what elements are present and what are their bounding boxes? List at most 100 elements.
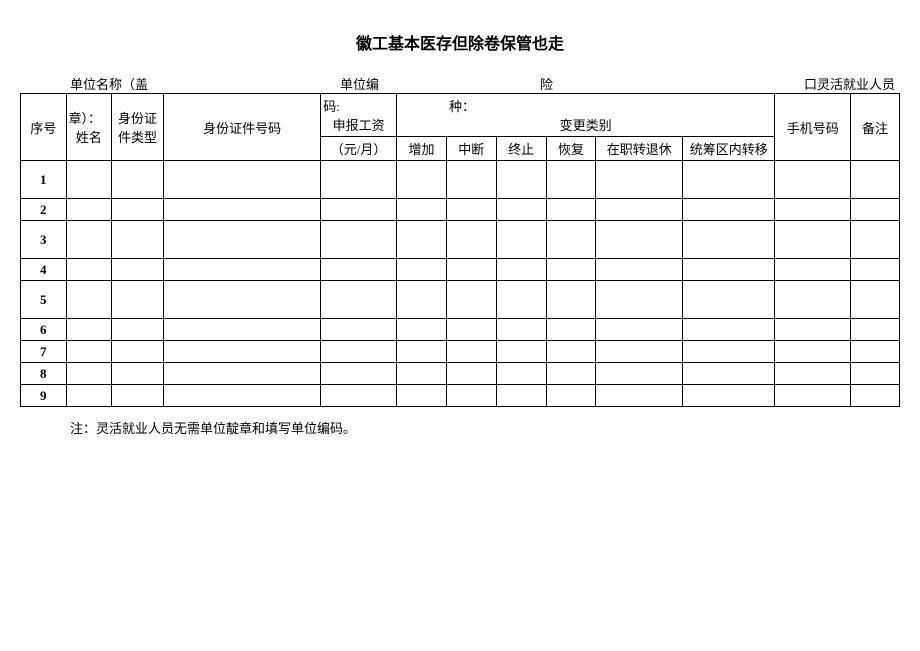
table-row: 6 bbox=[21, 319, 900, 341]
row-number: 5 bbox=[21, 281, 67, 319]
table-cell bbox=[496, 385, 546, 407]
table-cell bbox=[446, 385, 496, 407]
table-cell bbox=[851, 341, 900, 363]
table-cell bbox=[775, 199, 851, 221]
row-number: 2 bbox=[21, 199, 67, 221]
table-cell bbox=[321, 385, 397, 407]
table-cell bbox=[546, 363, 596, 385]
table-cell bbox=[775, 281, 851, 319]
table-cell bbox=[321, 259, 397, 281]
table-cell bbox=[596, 363, 683, 385]
table-cell bbox=[851, 363, 900, 385]
insurance-label: 险 bbox=[540, 74, 745, 93]
table-cell bbox=[446, 199, 496, 221]
row-number: 1 bbox=[21, 161, 67, 199]
table-cell bbox=[683, 221, 775, 259]
table-cell bbox=[683, 259, 775, 281]
table-cell bbox=[446, 319, 496, 341]
table-cell bbox=[496, 341, 546, 363]
th-restore: 恢复 bbox=[546, 137, 596, 161]
table-cell bbox=[596, 385, 683, 407]
table-cell bbox=[683, 199, 775, 221]
table-cell bbox=[775, 319, 851, 341]
row-number: 6 bbox=[21, 319, 67, 341]
table-cell bbox=[112, 319, 164, 341]
table-row: 7 bbox=[21, 341, 900, 363]
row-number: 7 bbox=[21, 341, 67, 363]
table-cell bbox=[66, 221, 112, 259]
table-cell bbox=[66, 199, 112, 221]
table-cell bbox=[496, 363, 546, 385]
table-cell bbox=[321, 341, 397, 363]
table-cell bbox=[546, 199, 596, 221]
table-cell bbox=[66, 161, 112, 199]
table-cell bbox=[164, 199, 321, 221]
table-cell bbox=[164, 341, 321, 363]
table-cell bbox=[397, 341, 447, 363]
table-cell bbox=[496, 221, 546, 259]
th-idtype: 身份证件类型 bbox=[112, 94, 164, 161]
table-cell bbox=[66, 385, 112, 407]
table-cell bbox=[66, 363, 112, 385]
table-cell bbox=[851, 385, 900, 407]
table-cell bbox=[112, 281, 164, 319]
table-cell bbox=[66, 259, 112, 281]
table-cell bbox=[446, 161, 496, 199]
row-number: 3 bbox=[21, 221, 67, 259]
table-cell bbox=[66, 341, 112, 363]
table-cell bbox=[446, 221, 496, 259]
footer-note: 注：灵活就业人员无需单位靛章和填写单位编码。 bbox=[70, 419, 420, 440]
table-cell bbox=[775, 259, 851, 281]
th-terminate: 终止 bbox=[496, 137, 546, 161]
row-number: 9 bbox=[21, 385, 67, 407]
table-cell bbox=[775, 221, 851, 259]
table-cell bbox=[321, 281, 397, 319]
table-cell bbox=[851, 221, 900, 259]
th-idnum: 身份证件号码 bbox=[164, 94, 321, 161]
table-cell bbox=[112, 221, 164, 259]
table-cell bbox=[775, 161, 851, 199]
table-cell bbox=[397, 259, 447, 281]
table-cell bbox=[546, 221, 596, 259]
th-interrupt: 中断 bbox=[446, 137, 496, 161]
table-cell bbox=[397, 363, 447, 385]
table-row: 2 bbox=[21, 199, 900, 221]
table-row: 5 bbox=[21, 281, 900, 319]
table-cell bbox=[775, 341, 851, 363]
th-seq: 序号 bbox=[21, 94, 67, 161]
table-cell bbox=[496, 319, 546, 341]
table-cell bbox=[683, 281, 775, 319]
table-row: 4 bbox=[21, 259, 900, 281]
th-phone: 手机号码 bbox=[775, 94, 851, 161]
header-row: 单位名称（盖 单位编 险 口灵活就业人员 bbox=[20, 74, 900, 93]
table-cell bbox=[321, 363, 397, 385]
table-cell bbox=[683, 319, 775, 341]
th-change-type: 种： 变更类别 bbox=[397, 94, 775, 137]
table-cell bbox=[496, 161, 546, 199]
table-cell bbox=[596, 221, 683, 259]
table-row: 3 bbox=[21, 221, 900, 259]
table-cell bbox=[446, 341, 496, 363]
table-cell bbox=[397, 199, 447, 221]
table-row: 9 bbox=[21, 385, 900, 407]
table-cell bbox=[164, 281, 321, 319]
table-row: 8 bbox=[21, 363, 900, 385]
table-cell bbox=[546, 319, 596, 341]
table-cell bbox=[496, 199, 546, 221]
table-cell bbox=[851, 319, 900, 341]
table-cell bbox=[596, 319, 683, 341]
table-cell bbox=[112, 341, 164, 363]
page-title: 徽工基本医存但除卷保管也走 bbox=[20, 30, 900, 54]
table-cell bbox=[112, 385, 164, 407]
table-cell bbox=[321, 161, 397, 199]
row-number: 4 bbox=[21, 259, 67, 281]
table-cell bbox=[596, 341, 683, 363]
table-cell bbox=[775, 363, 851, 385]
table-cell bbox=[446, 259, 496, 281]
table-cell bbox=[397, 281, 447, 319]
table-cell bbox=[683, 341, 775, 363]
table-cell bbox=[112, 363, 164, 385]
table-cell bbox=[851, 161, 900, 199]
flexible-label: 口灵活就业人员 bbox=[745, 74, 900, 93]
table-cell bbox=[496, 259, 546, 281]
